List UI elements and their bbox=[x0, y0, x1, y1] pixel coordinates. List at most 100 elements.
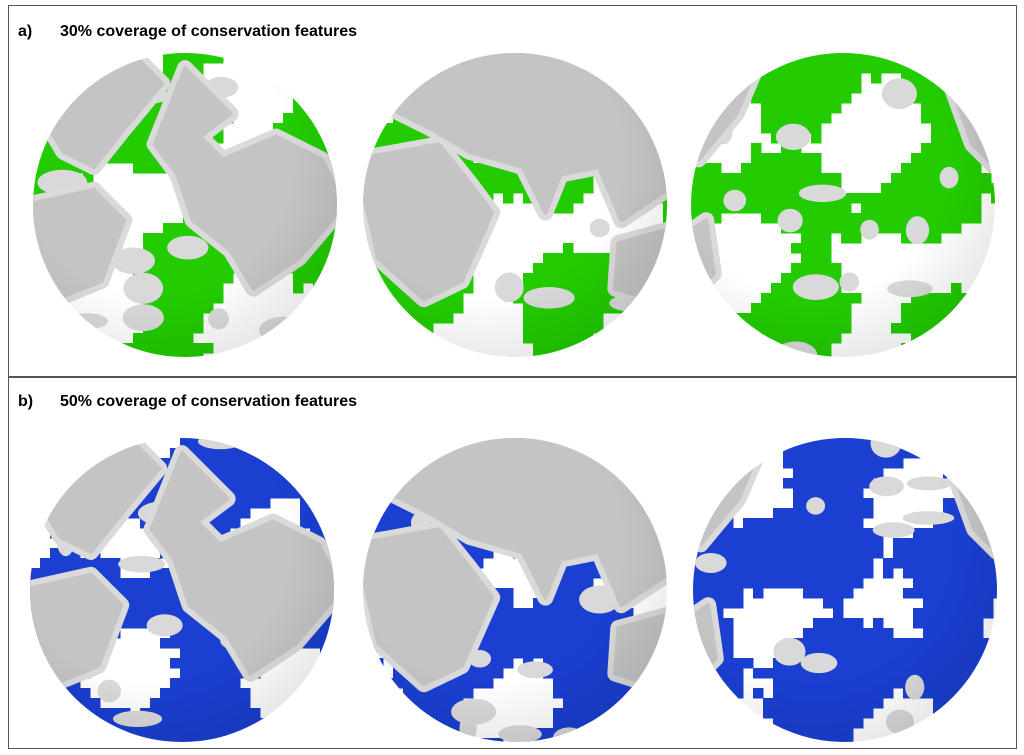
protected-area bbox=[30, 438, 41, 449]
protected-area bbox=[971, 353, 982, 357]
shelf bbox=[33, 79, 69, 108]
protected-area bbox=[393, 478, 404, 489]
protected-area bbox=[643, 293, 654, 304]
protected-area bbox=[323, 273, 334, 284]
protected-area bbox=[30, 678, 41, 689]
protected-area bbox=[40, 708, 51, 719]
panel-title: 50% coverage of conservation features bbox=[60, 393, 357, 410]
protected-area bbox=[70, 438, 81, 449]
protected-area bbox=[931, 63, 942, 74]
protected-area bbox=[701, 343, 712, 354]
protected-area bbox=[30, 728, 41, 739]
protected-area bbox=[423, 63, 434, 74]
protected-area bbox=[573, 738, 584, 742]
protected-area bbox=[63, 353, 74, 357]
protected-area bbox=[593, 63, 604, 74]
protected-area bbox=[963, 728, 974, 739]
protected-area bbox=[741, 353, 752, 357]
protected-area bbox=[310, 708, 321, 719]
protected-area bbox=[403, 738, 414, 742]
protected-area bbox=[40, 468, 51, 479]
protected-area bbox=[991, 303, 995, 314]
protected-area bbox=[603, 438, 614, 449]
protected-area bbox=[993, 718, 997, 729]
protected-area bbox=[921, 333, 932, 344]
protected-area bbox=[50, 728, 61, 739]
protected-area bbox=[643, 668, 654, 679]
protected-area bbox=[613, 53, 624, 64]
protected-area bbox=[941, 333, 952, 344]
protected-area bbox=[310, 438, 321, 449]
protected-area bbox=[761, 343, 772, 354]
protected-area bbox=[33, 133, 44, 144]
protected-area bbox=[961, 303, 972, 314]
protected-area bbox=[33, 123, 44, 134]
protected-area bbox=[983, 678, 994, 689]
protected-area bbox=[943, 728, 954, 739]
protected-area bbox=[751, 343, 762, 354]
protected-area bbox=[423, 718, 434, 729]
protected-area bbox=[981, 333, 992, 344]
protected-area bbox=[583, 738, 594, 742]
protected-area bbox=[701, 353, 712, 357]
protected-area bbox=[971, 63, 982, 74]
protected-area bbox=[333, 143, 337, 154]
protected-area bbox=[100, 738, 111, 742]
protected-area bbox=[653, 303, 664, 314]
protected-area bbox=[941, 353, 952, 357]
protected-area bbox=[911, 343, 922, 354]
protected-area bbox=[963, 698, 974, 709]
shading bbox=[33, 53, 337, 357]
protected-area bbox=[293, 353, 304, 357]
protected-area bbox=[973, 738, 984, 742]
protected-area bbox=[330, 688, 334, 699]
protected-area bbox=[50, 708, 61, 719]
protected-area bbox=[300, 478, 311, 489]
protected-area bbox=[323, 83, 334, 94]
protected-area bbox=[330, 468, 334, 479]
protected-area bbox=[983, 668, 994, 679]
protected-area bbox=[653, 498, 664, 509]
protected-area bbox=[963, 438, 974, 449]
protected-area bbox=[981, 103, 992, 114]
protected-area bbox=[693, 688, 704, 699]
protected-area bbox=[633, 468, 644, 479]
protected-area bbox=[393, 323, 404, 334]
protected-area bbox=[623, 738, 634, 742]
protected-area bbox=[50, 478, 61, 489]
protected-area bbox=[330, 488, 334, 499]
protected-area bbox=[383, 313, 394, 324]
protected-area bbox=[573, 438, 584, 449]
protected-area bbox=[30, 458, 41, 469]
panel-label: a) bbox=[18, 23, 32, 40]
shelf bbox=[365, 438, 392, 467]
protected-area bbox=[403, 438, 414, 449]
protected-area bbox=[953, 708, 964, 719]
protected-area bbox=[383, 93, 394, 104]
protected-area bbox=[383, 303, 394, 314]
protected-area bbox=[60, 458, 71, 469]
protected-area bbox=[663, 233, 667, 244]
protected-area bbox=[993, 468, 997, 479]
protected-area bbox=[761, 353, 772, 357]
shelf bbox=[30, 642, 40, 671]
protected-area bbox=[413, 738, 424, 742]
protected-area bbox=[330, 728, 334, 739]
protected-area bbox=[330, 518, 334, 529]
protected-area bbox=[961, 83, 972, 94]
protected-area bbox=[333, 333, 337, 344]
protected-area bbox=[403, 73, 414, 84]
protected-area bbox=[713, 688, 724, 699]
protected-area bbox=[751, 333, 762, 344]
protected-area bbox=[320, 488, 331, 499]
protected-area bbox=[60, 718, 71, 729]
protected-area bbox=[983, 718, 994, 729]
protected-area bbox=[603, 448, 614, 459]
protected-area bbox=[80, 448, 91, 459]
protected-area bbox=[583, 343, 594, 354]
protected-area bbox=[573, 53, 584, 64]
protected-area bbox=[981, 313, 992, 324]
protected-area bbox=[991, 323, 995, 334]
shelf bbox=[296, 438, 334, 460]
